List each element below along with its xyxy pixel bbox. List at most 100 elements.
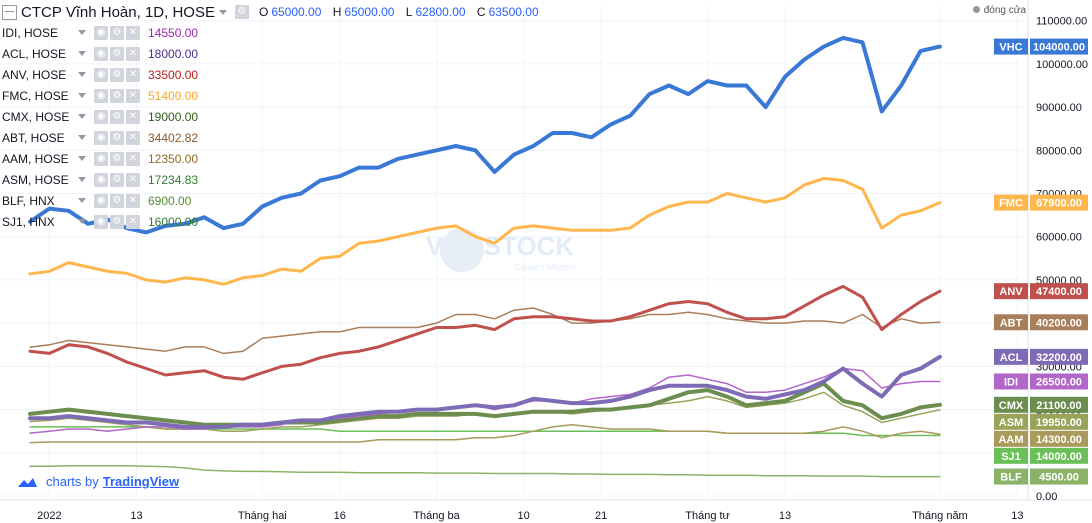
chevron-down-icon[interactable] bbox=[78, 219, 86, 224]
price-badge bbox=[1030, 396, 1088, 413]
chevron-down-icon[interactable] bbox=[78, 93, 86, 98]
series-name-tag bbox=[994, 348, 1028, 365]
comparison-row[interactable]: AAM, HOSE ◉ ⚙ ✕ 12350.00 bbox=[2, 148, 547, 169]
comparison-row[interactable]: SJ1, HNX ◉ ⚙ ✕ 16000.00 bbox=[2, 211, 547, 232]
eye-icon[interactable]: ◉ bbox=[94, 109, 108, 124]
close-icon[interactable]: ✕ bbox=[126, 25, 140, 40]
comparison-symbol: BLF, HNX bbox=[2, 193, 55, 208]
price-badge bbox=[1030, 430, 1088, 447]
gear-icon[interactable]: ⚙ bbox=[110, 151, 124, 166]
close-icon[interactable]: ✕ bbox=[126, 109, 140, 124]
ohlc-value: 62800.00 bbox=[415, 5, 466, 19]
comparison-row[interactable]: ACL, HOSE ◉ ⚙ ✕ 18000.00 bbox=[2, 43, 547, 64]
price-badge-value: 4500.00 bbox=[1039, 472, 1079, 484]
chevron-down-icon[interactable] bbox=[78, 114, 86, 119]
y-tick-label: 100000.00 bbox=[1036, 59, 1088, 71]
y-tick-label: 0.00 bbox=[1036, 491, 1057, 503]
series-buttons: ◉ ⚙ ✕ bbox=[94, 67, 142, 82]
eye-icon[interactable]: ◉ bbox=[94, 25, 108, 40]
eye-icon[interactable]: ◉ bbox=[94, 46, 108, 61]
price-badge-value: 21100.00 bbox=[1036, 400, 1081, 412]
ohlc-value: 65000.00 bbox=[344, 5, 395, 19]
gear-icon[interactable]: ⚙ bbox=[110, 88, 124, 103]
ohlc-key: L bbox=[405, 5, 413, 19]
ohlc-value: 63500.00 bbox=[488, 5, 539, 19]
chevron-down-icon[interactable] bbox=[78, 198, 86, 203]
series-name-label: AAM bbox=[998, 434, 1023, 446]
series-name-tag bbox=[994, 314, 1028, 331]
chevron-down-icon[interactable] bbox=[78, 72, 86, 77]
eye-icon[interactable]: ◉ bbox=[94, 151, 108, 166]
close-icon[interactable]: ✕ bbox=[126, 151, 140, 166]
gear-icon[interactable]: ⚙ bbox=[110, 109, 124, 124]
close-icon[interactable]: ✕ bbox=[126, 130, 140, 145]
close-label-text: đóng cửa bbox=[983, 5, 1026, 16]
close-icon[interactable]: ✕ bbox=[126, 67, 140, 82]
series-buttons: ◉ ⚙ ✕ bbox=[94, 109, 142, 124]
comparison-value: 16000.00 bbox=[148, 214, 199, 229]
comparison-symbol: ASM, HOSE bbox=[2, 172, 69, 187]
series-line-anv bbox=[28, 284, 942, 381]
x-tick-label: Tháng tư bbox=[685, 510, 730, 522]
comparison-row[interactable]: ASM, HOSE ◉ ⚙ ✕ 17234.83 bbox=[2, 169, 547, 190]
gear-icon[interactable]: ⚙ bbox=[110, 130, 124, 145]
eye-icon[interactable]: ◉ bbox=[94, 130, 108, 145]
eye-icon[interactable]: ◉ bbox=[94, 88, 108, 103]
comparison-row[interactable]: IDI, HOSE ◉ ⚙ ✕ 14550.00 bbox=[2, 22, 547, 43]
comparison-row[interactable]: ABT, HOSE ◉ ⚙ ✕ 34402.82 bbox=[2, 127, 547, 148]
series-name-label: IDI bbox=[1004, 376, 1018, 388]
series-buttons: ◉ ⚙ ✕ bbox=[94, 151, 142, 166]
comparison-symbol: AAM, HOSE bbox=[2, 151, 69, 166]
series-name-tag bbox=[994, 468, 1028, 485]
close-icon[interactable]: ✕ bbox=[126, 193, 140, 208]
chevron-down-icon[interactable] bbox=[78, 156, 86, 161]
eye-icon[interactable]: ◉ bbox=[94, 172, 108, 187]
comparison-value: 33500.00 bbox=[148, 67, 199, 82]
tradingview-branding[interactable]: charts by TradingView bbox=[16, 474, 179, 489]
eye-icon[interactable]: ◉ bbox=[94, 67, 108, 82]
comparison-value: 34402.82 bbox=[148, 130, 199, 145]
series-line-cmx bbox=[28, 381, 942, 427]
gear-icon[interactable]: ⚙ bbox=[110, 172, 124, 187]
chevron-down-icon[interactable] bbox=[78, 51, 86, 56]
gear-icon[interactable]: ⚙ bbox=[110, 67, 124, 82]
tradingview-link[interactable]: TradingView bbox=[102, 474, 180, 489]
chevron-down-icon[interactable] bbox=[218, 9, 227, 15]
comparison-row[interactable]: BLF, HNX ◉ ⚙ ✕ 6900.00 bbox=[2, 190, 547, 211]
gear-icon[interactable]: ⚙ bbox=[110, 46, 124, 61]
cloud-icon bbox=[18, 477, 37, 487]
eye-icon[interactable]: ◉ bbox=[94, 214, 108, 229]
comparison-value: 18000.00 bbox=[148, 46, 199, 61]
close-icon[interactable]: ✕ bbox=[126, 46, 140, 61]
close-icon[interactable]: ✕ bbox=[126, 172, 140, 187]
close-icon[interactable]: ✕ bbox=[126, 214, 140, 229]
gear-icon[interactable]: ⚙ bbox=[110, 214, 124, 229]
eye-icon[interactable]: ◉ bbox=[94, 193, 108, 208]
series-buttons: ◉ ⚙ ✕ bbox=[94, 25, 142, 40]
settings-icon[interactable]: ⚙ bbox=[234, 5, 249, 19]
series-buttons: ◉ ⚙ ✕ bbox=[94, 130, 142, 145]
comparison-symbol: ABT, HOSE bbox=[2, 130, 65, 145]
price-badge-value: 14300.00 bbox=[1036, 434, 1082, 446]
chevron-down-icon[interactable] bbox=[78, 30, 86, 35]
chevron-down-icon[interactable] bbox=[78, 135, 86, 140]
comparison-row[interactable]: CMX, HOSE ◉ ⚙ ✕ 19000.00 bbox=[2, 106, 547, 127]
chevron-down-icon[interactable] bbox=[78, 177, 86, 182]
watermark-logo bbox=[440, 228, 484, 272]
comparison-row[interactable]: FMC, HOSE ◉ ⚙ ✕ 51400.00 bbox=[2, 85, 547, 106]
series-line-abt bbox=[29, 307, 941, 355]
series-line-fmc bbox=[28, 176, 942, 286]
comparison-value: 19000.00 bbox=[148, 109, 199, 124]
gear-icon[interactable]: ⚙ bbox=[110, 193, 124, 208]
price-badge-value: 47400.00 bbox=[1036, 286, 1082, 298]
close-icon[interactable]: ✕ bbox=[126, 88, 140, 103]
gear-icon[interactable]: ⚙ bbox=[110, 25, 124, 40]
series-name-tag bbox=[994, 430, 1028, 447]
comparison-symbol: FMC, HOSE bbox=[2, 88, 69, 103]
series-name-tag bbox=[994, 447, 1028, 464]
price-badge-value: 26500.00 bbox=[1036, 376, 1082, 388]
collapse-icon[interactable] bbox=[2, 4, 17, 20]
main-symbol-row[interactable]: CTCP Vĩnh Hoàn, 1D, HOSE ⚙ O 65000.00 H 65… bbox=[2, 2, 547, 22]
comparison-row[interactable]: ANV, HOSE ◉ ⚙ ✕ 33500.00 bbox=[2, 64, 547, 85]
